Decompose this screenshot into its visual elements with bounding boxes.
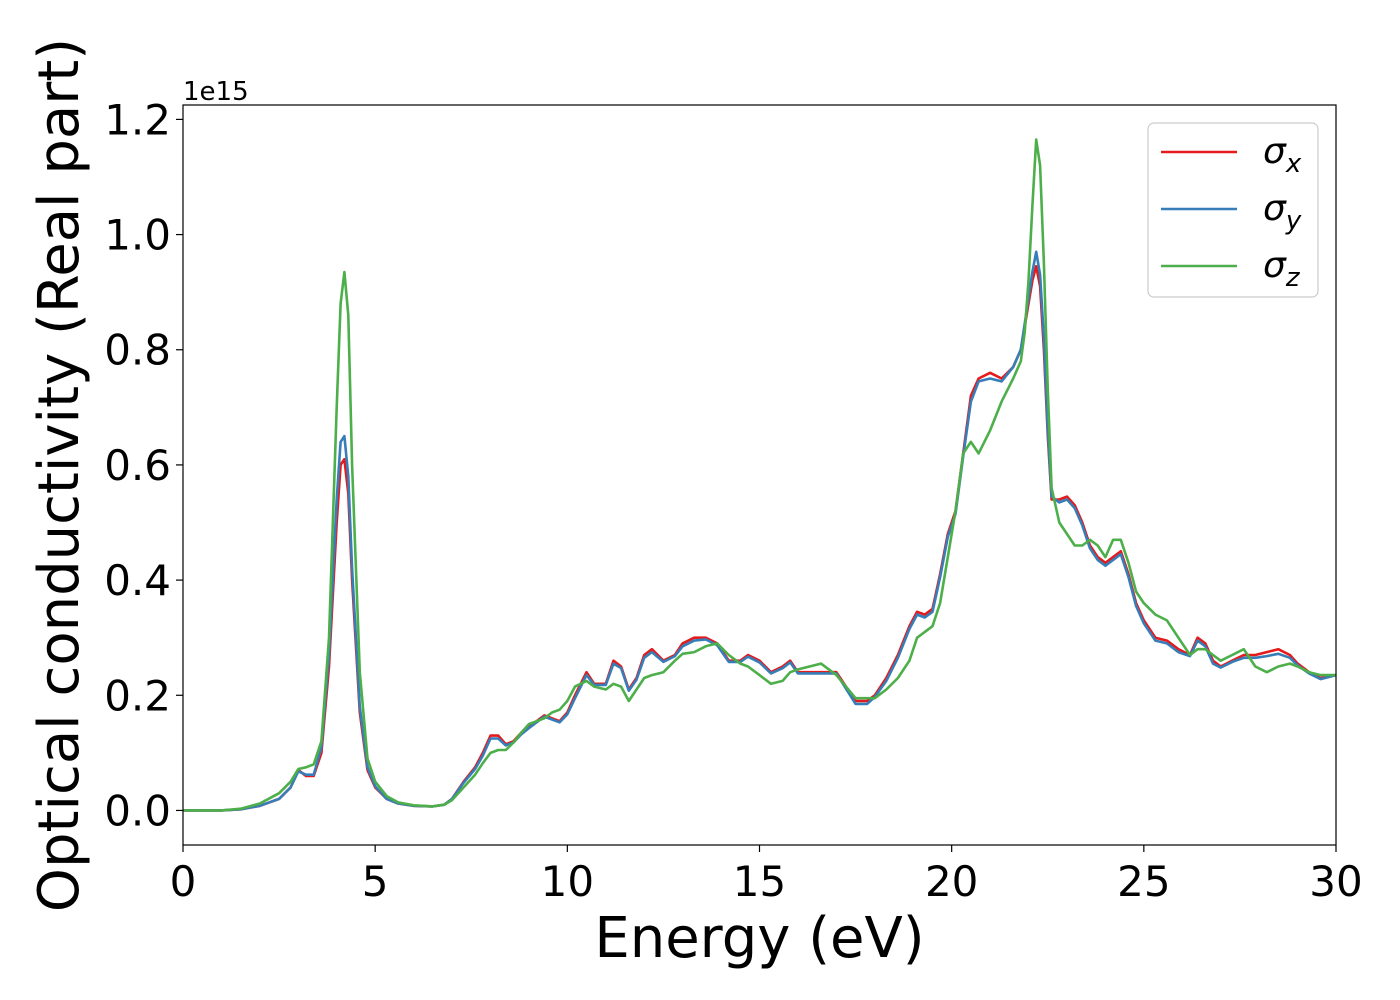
x-tick-label: 5 (362, 857, 389, 906)
x-axis: 0 5 10 15 20 25 30 (170, 845, 1363, 906)
y-tick-label: 1.0 (104, 211, 171, 260)
x-tick-label: 25 (1117, 857, 1170, 906)
y-tick-label: 0.2 (104, 671, 171, 720)
x-tick-label: 20 (925, 857, 978, 906)
x-tick-label: 15 (733, 857, 786, 906)
y-axis-label: Optical conductivity (Real part) (27, 38, 92, 912)
series-line-y (183, 250, 1336, 812)
y-tick-label: 0.4 (104, 556, 171, 605)
y-tick-label: 0.6 (104, 441, 171, 490)
legend-label-z: σz (1263, 245, 1301, 293)
x-axis-label: Energy (eV) (594, 906, 924, 971)
y-axis: 0.0 0.2 0.4 0.6 0.8 1.0 1.2 (104, 95, 183, 835)
y-tick-label: 1.2 (104, 95, 171, 144)
y-tick-label: 0.8 (104, 326, 171, 375)
x-tick-label: 10 (541, 857, 594, 906)
legend-label-y: σy (1263, 188, 1302, 236)
legend: σx σy σz (1147, 122, 1319, 298)
plot-series (183, 138, 1336, 812)
series-line-z (183, 138, 1336, 812)
x-tick-label: 0 (170, 857, 197, 906)
y-tick-label: 0.0 (104, 786, 171, 835)
legend-label-x: σx (1263, 131, 1302, 179)
x-tick-label: 30 (1309, 857, 1362, 906)
y-offset-label: 1e15 (183, 77, 249, 107)
